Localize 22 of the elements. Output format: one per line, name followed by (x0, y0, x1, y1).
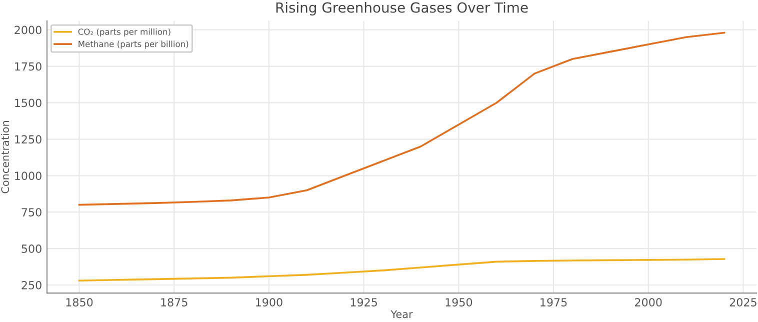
y-tick-label: 250 (22, 280, 42, 290)
legend-label: Methane (parts per billion) (78, 40, 188, 49)
chart-title: Rising Greenhouse Gases Over Time (276, 2, 528, 16)
y-tick-label: 750 (22, 208, 42, 216)
x-axis-title: Year (390, 310, 413, 318)
x-tick-label: 2000 (635, 298, 662, 306)
line-series (78, 258, 726, 282)
x-tick-label: 1850 (66, 298, 93, 306)
y-tick-label: 1750 (15, 62, 42, 71)
y-axis-title: Concentration (1, 121, 10, 194)
x-tick-label: 1925 (350, 298, 377, 306)
y-tick-label: 1500 (15, 98, 42, 108)
y-tick-label: 1250 (15, 135, 42, 144)
legend-label: CO₂ (parts per million) (78, 28, 170, 36)
x-tick-label: 1950 (446, 298, 472, 306)
y-tick-label: 2000 (14, 26, 42, 34)
x-tick-label: 1875 (161, 298, 188, 306)
x-tick-label: 2025 (730, 298, 756, 306)
x-tick-label: 1900 (256, 298, 282, 306)
y-tick-label: 500 (22, 244, 42, 253)
x-tick-label: 1975 (540, 298, 567, 306)
y-tick-label: 1000 (15, 172, 42, 180)
